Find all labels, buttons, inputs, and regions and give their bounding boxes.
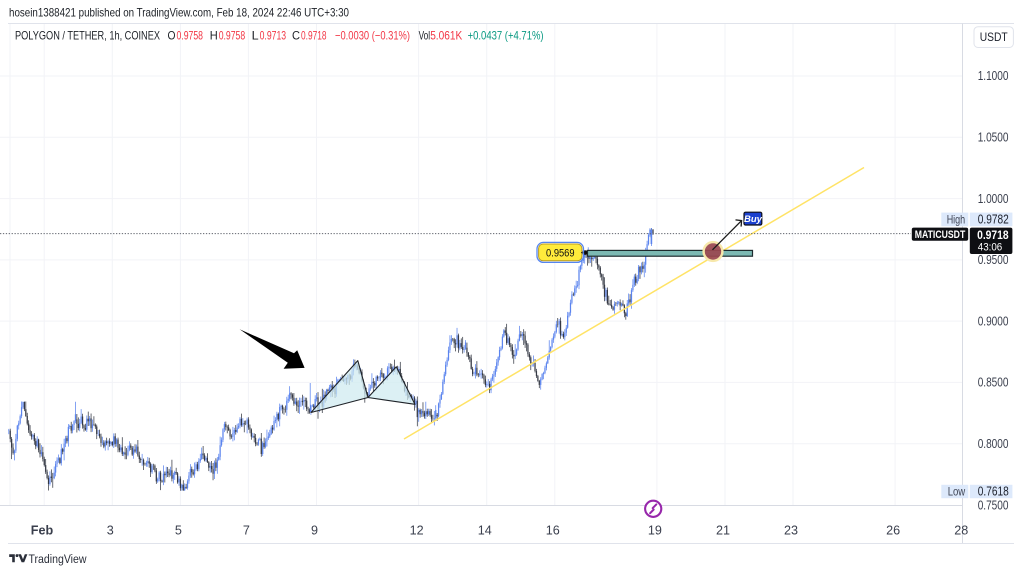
svg-text:+0.0437 (+4.71%): +0.0437 (+4.71%) — [468, 29, 544, 43]
svg-text:1.0500: 1.0500 — [978, 130, 1009, 145]
svg-text:19: 19 — [648, 524, 662, 538]
svg-text:0.8000: 0.8000 — [978, 436, 1009, 451]
svg-text:TradingView: TradingView — [29, 552, 87, 566]
svg-text:0.8500: 0.8500 — [978, 375, 1009, 390]
svg-text:0.9000: 0.9000 — [978, 313, 1009, 328]
svg-text:H: H — [210, 29, 218, 43]
svg-text:14: 14 — [478, 524, 492, 538]
svg-text:Buy: Buy — [744, 214, 763, 225]
svg-text:0.9758: 0.9758 — [219, 29, 246, 43]
svg-text:23: 23 — [784, 524, 798, 538]
svg-text:0.7500: 0.7500 — [978, 498, 1009, 513]
svg-text:0.9718: 0.9718 — [301, 29, 327, 43]
svg-text:0.9782: 0.9782 — [978, 212, 1009, 227]
svg-text:O: O — [168, 29, 176, 43]
svg-text:0.9569: 0.9569 — [546, 247, 575, 259]
svg-text:21: 21 — [716, 524, 730, 538]
svg-text:POLYGON / TETHER, 1h, COINEX: POLYGON / TETHER, 1h, COINEX — [15, 29, 160, 43]
svg-text:Feb: Feb — [31, 524, 54, 538]
svg-text:Vol: Vol — [419, 29, 431, 43]
svg-text:43:06: 43:06 — [978, 242, 1003, 254]
svg-text:hosein1388421 published on Tra: hosein1388421 published on TradingView.c… — [9, 6, 349, 20]
svg-text:7: 7 — [243, 524, 250, 538]
svg-text:0.7618: 0.7618 — [978, 484, 1009, 499]
svg-text:0.9718: 0.9718 — [977, 228, 1009, 242]
svg-text:0.9713: 0.9713 — [260, 29, 287, 43]
svg-text:High: High — [947, 213, 966, 227]
svg-text:MATICUSDT: MATICUSDT — [915, 229, 966, 241]
svg-text:1.0000: 1.0000 — [978, 191, 1009, 206]
svg-text:28: 28 — [954, 524, 968, 538]
svg-text:−0.0030 (−0.31%): −0.0030 (−0.31%) — [335, 29, 410, 43]
svg-text:USDT: USDT — [980, 32, 1008, 44]
svg-text:26: 26 — [886, 524, 900, 538]
svg-text:0.9500: 0.9500 — [978, 252, 1009, 267]
svg-text:16: 16 — [546, 524, 560, 538]
svg-text:L: L — [252, 29, 259, 43]
svg-text:C: C — [292, 29, 300, 43]
svg-text:0.9758: 0.9758 — [177, 29, 204, 43]
svg-text:12: 12 — [410, 524, 424, 538]
svg-text:Low: Low — [948, 485, 966, 499]
svg-text:5.061K: 5.061K — [430, 29, 462, 43]
svg-text:3: 3 — [107, 524, 114, 538]
svg-text:1.1000: 1.1000 — [978, 68, 1009, 83]
svg-text:5: 5 — [175, 524, 182, 538]
svg-text:9: 9 — [311, 524, 318, 538]
